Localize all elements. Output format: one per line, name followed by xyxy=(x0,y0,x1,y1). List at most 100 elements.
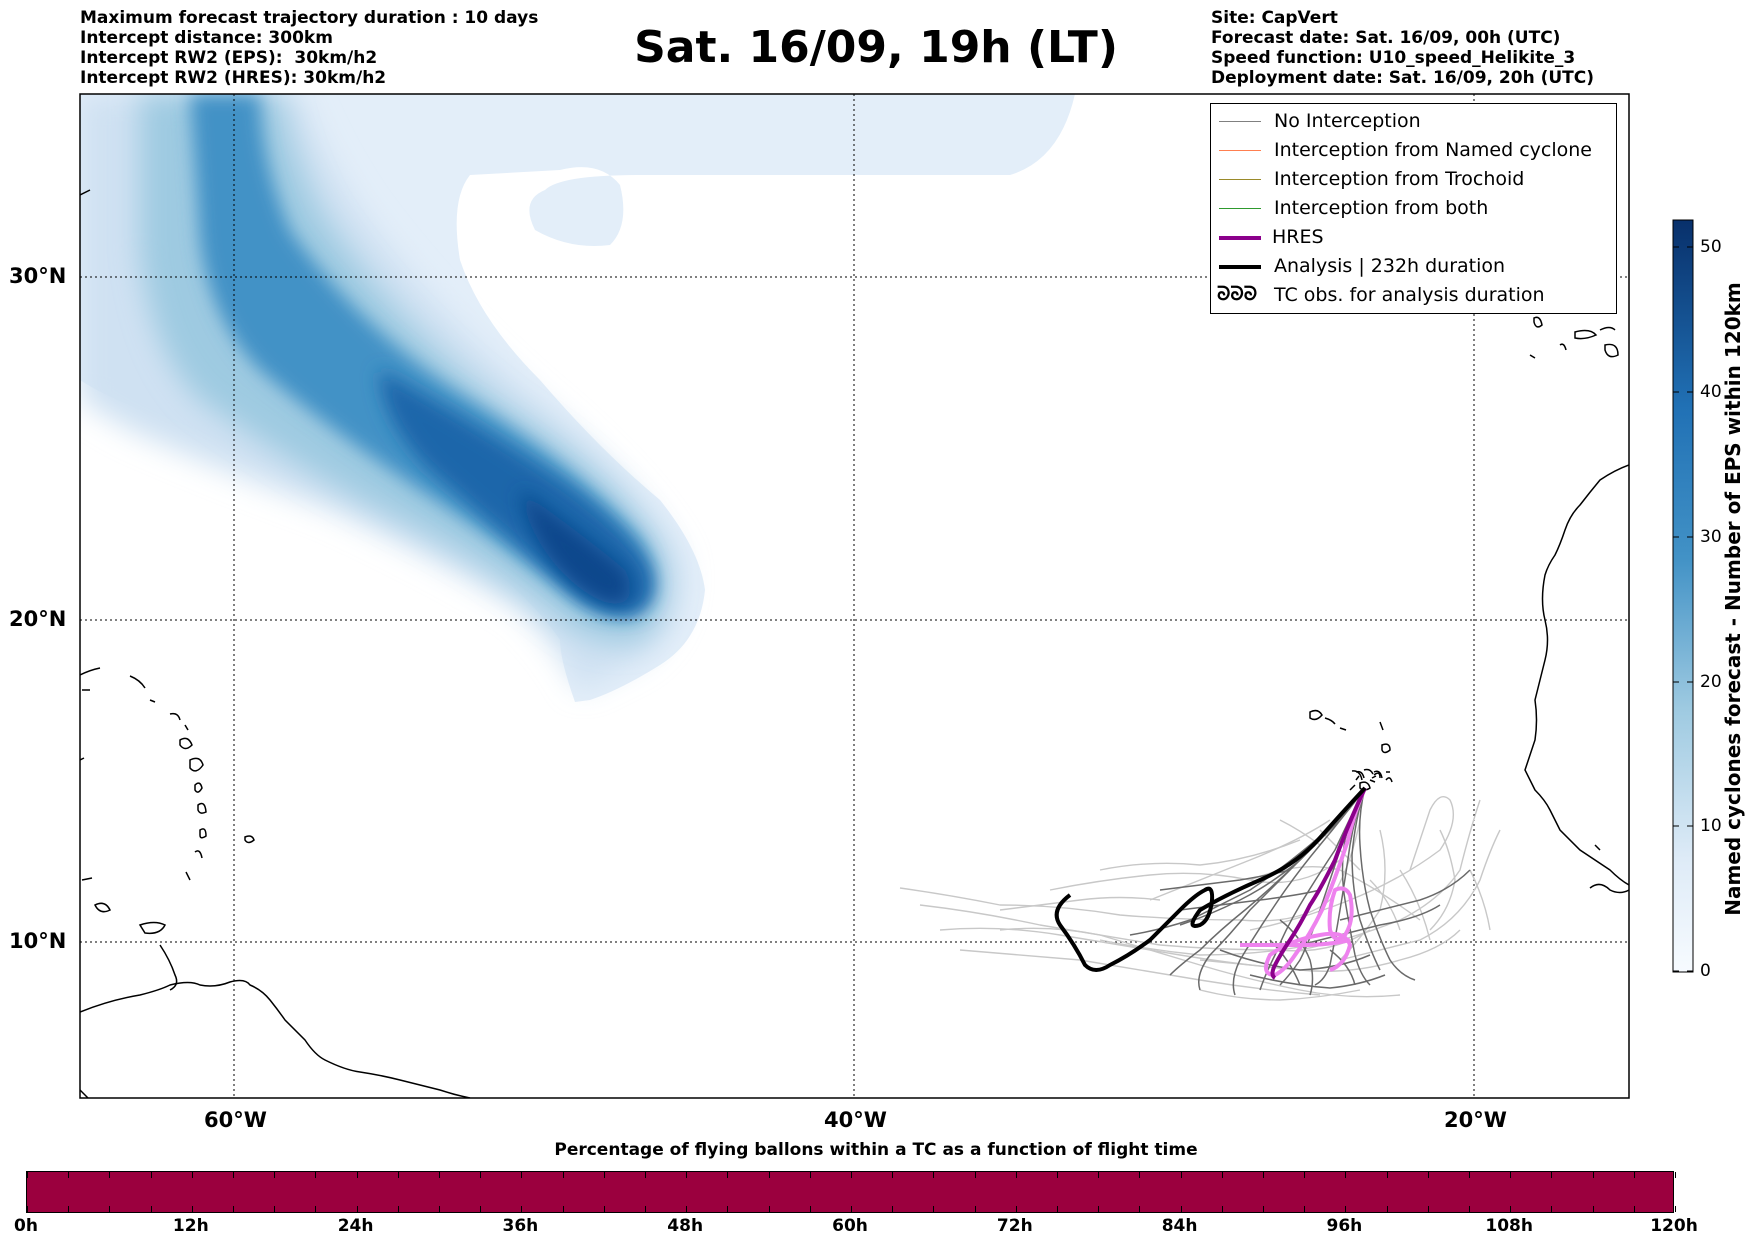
flight-time-tick-label: 96h xyxy=(1326,1216,1363,1236)
flight-time-tick-mark xyxy=(1015,1172,1017,1178)
legend-item-named-cyclone: Interception from Named cyclone xyxy=(1211,137,1616,163)
flight-time-tick-mark xyxy=(397,1172,399,1178)
map-frame xyxy=(79,93,1630,1099)
flight-time-tick-mark xyxy=(397,1206,399,1212)
header-left-line: Intercept distance: 300km xyxy=(80,28,333,48)
flight-time-tick-mark xyxy=(315,1172,317,1178)
legend-item-hres: HRES xyxy=(1211,224,1616,250)
flight-time-tick-mark xyxy=(1675,1206,1676,1212)
flight-time-tick-mark xyxy=(1633,1206,1635,1212)
flight-time-tick-mark xyxy=(1427,1172,1429,1178)
header-right-line: Forecast date: Sat. 16/09, 00h (UTC) xyxy=(1211,28,1561,48)
flight-time-tick-label: 48h xyxy=(667,1216,704,1236)
header-left-line: Intercept RW2 (HRES): 30km/h2 xyxy=(80,68,387,88)
hres-trajectory xyxy=(1239,787,1367,980)
colorbar-title: Named cyclones forecast - Number of EPS … xyxy=(1721,282,1745,916)
flight-time-tick-mark xyxy=(1469,1206,1470,1212)
flight-time-bar-title: Percentage of flying ballons within a TC… xyxy=(554,1140,1198,1160)
legend-swatch xyxy=(1219,265,1261,269)
legend-swatch xyxy=(1219,121,1261,122)
legend-item-trochoid: Interception from Trochoid xyxy=(1211,166,1616,192)
header-left-line: Intercept RW2 (EPS): 30km/h2 xyxy=(80,48,378,68)
flight-time-tick-label: 36h xyxy=(502,1216,539,1236)
flight-time-tick-mark xyxy=(1592,1172,1594,1178)
flight-time-tick-mark xyxy=(274,1172,276,1178)
map-content xyxy=(80,94,1629,1098)
flight-time-tick-mark xyxy=(1098,1172,1100,1178)
flight-time-tick-mark xyxy=(315,1206,317,1212)
flight-time-tick-label: 0h xyxy=(14,1216,38,1236)
map-legend: No Interception Interception from Named … xyxy=(1210,103,1617,314)
flight-time-tick-mark xyxy=(27,1206,28,1212)
flight-time-tick-mark xyxy=(603,1206,605,1212)
flight-time-tick-mark xyxy=(191,1206,193,1212)
flight-time-tick-mark xyxy=(1345,1172,1347,1178)
flight-time-tick-mark xyxy=(233,1206,234,1212)
flight-time-tick-mark xyxy=(1139,1206,1141,1212)
legend-label: Interception from Trochoid xyxy=(1274,168,1525,190)
flight-time-tick-mark xyxy=(933,1206,935,1212)
flight-time-tick-mark xyxy=(1180,1172,1182,1178)
header-info-left: Maximum forecast trajectory duration : 1… xyxy=(80,8,538,88)
flight-time-tick-mark xyxy=(851,1206,852,1212)
legend-item-no-interception: No Interception xyxy=(1211,108,1616,134)
flight-time-tick-mark xyxy=(1015,1206,1017,1212)
flight-time-tick-mark xyxy=(274,1206,276,1212)
flight-time-tick-mark xyxy=(603,1172,605,1178)
flight-time-tick-label: 12h xyxy=(172,1216,209,1236)
flight-time-tick-mark xyxy=(480,1172,482,1178)
colorbar xyxy=(1672,219,1694,973)
flight-time-tick-mark xyxy=(191,1172,193,1178)
flight-time-tick-mark xyxy=(1469,1172,1470,1178)
flight-time-tick-mark xyxy=(1386,1172,1388,1178)
flight-time-tick-mark xyxy=(1675,1172,1676,1178)
flight-time-tick-mark xyxy=(521,1172,523,1178)
cyclone-density-plume xyxy=(80,94,1075,702)
flight-time-tick-label: 120h xyxy=(1650,1216,1698,1236)
flight-time-tick-label: 84h xyxy=(1161,1216,1198,1236)
legend-swatch xyxy=(1219,179,1261,180)
tc-symbol-icon: ᘐᘐᘐ xyxy=(1217,283,1258,305)
flight-time-tick-mark xyxy=(1510,1172,1512,1178)
lat-tick-30n: 30°N xyxy=(9,264,67,288)
flight-time-tick-mark xyxy=(1304,1172,1306,1178)
flight-time-tick-mark xyxy=(1304,1206,1306,1212)
flight-time-tick-mark xyxy=(109,1172,111,1178)
colorbar-tick-30: 30 xyxy=(1700,527,1722,547)
eps-trajectories-light xyxy=(899,796,1501,1001)
colorbar-tick-20: 20 xyxy=(1700,672,1722,692)
colorbar-ticks xyxy=(1673,246,1693,972)
flight-time-tick-mark xyxy=(645,1172,646,1178)
flight-time-percentage-bar xyxy=(26,1171,1676,1213)
coastlines xyxy=(80,189,1629,1098)
lon-tick-40w: 40°W xyxy=(824,1108,887,1132)
legend-label: Interception from both xyxy=(1274,197,1489,219)
flight-time-tick-mark xyxy=(1057,1172,1058,1178)
lon-tick-60w: 60°W xyxy=(204,1108,267,1132)
flight-time-tick-mark xyxy=(892,1172,894,1178)
flight-time-tick-label: 72h xyxy=(996,1216,1033,1236)
flight-time-tick-mark xyxy=(356,1172,358,1178)
flight-time-tick-mark xyxy=(1386,1206,1388,1212)
header-left-line: Maximum forecast trajectory duration : 1… xyxy=(80,8,539,28)
flight-time-tick-mark xyxy=(645,1206,646,1212)
legend-label: No Interception xyxy=(1274,110,1421,132)
flight-time-tick-mark xyxy=(1427,1206,1429,1212)
legend-swatch xyxy=(1219,208,1261,209)
flight-time-tick-mark xyxy=(933,1172,935,1178)
colorbar-tick-0: 0 xyxy=(1700,961,1711,981)
legend-swatch xyxy=(1219,150,1261,151)
flight-time-tick-mark xyxy=(1139,1172,1141,1178)
flight-time-tick-mark xyxy=(851,1172,852,1178)
legend-item-both: Interception from both xyxy=(1211,195,1616,221)
flight-time-tick-label: 60h xyxy=(832,1216,868,1236)
flight-time-tick-mark xyxy=(480,1206,482,1212)
flight-time-tick-mark xyxy=(233,1172,234,1178)
flight-time-tick-mark xyxy=(768,1172,770,1178)
flight-time-tick-mark xyxy=(686,1172,688,1178)
colorbar-gradient xyxy=(1672,219,1694,973)
eps-trajectories-dark xyxy=(1129,787,1471,996)
flight-time-tick-label: 24h xyxy=(337,1216,374,1236)
colorbar-tick-10: 10 xyxy=(1700,816,1722,836)
flight-time-tick-mark xyxy=(727,1172,729,1178)
